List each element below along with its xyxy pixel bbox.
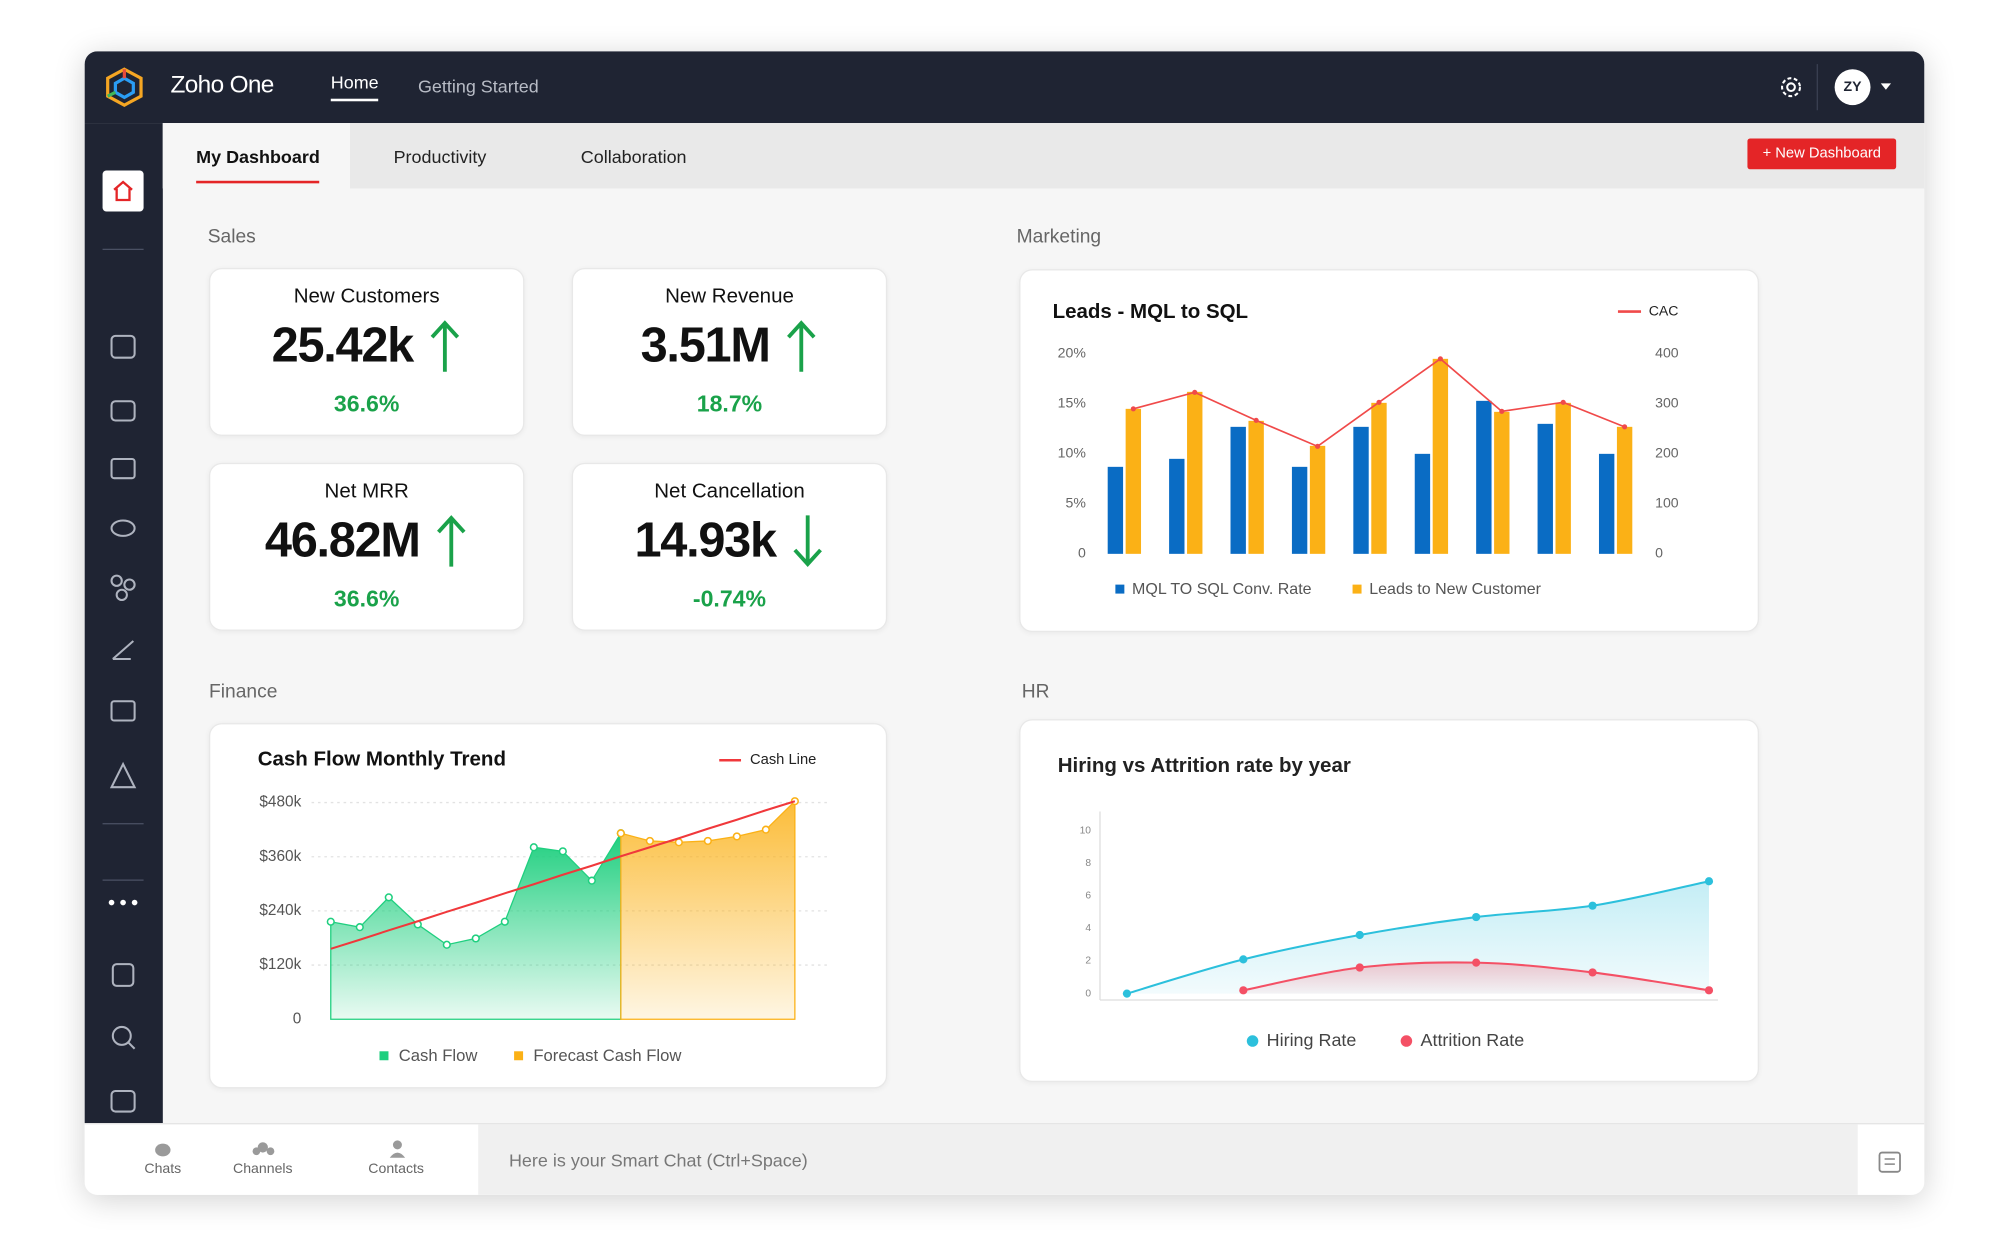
channels-tab[interactable]: Channels xyxy=(233,1161,293,1177)
kpi-change: 36.6% xyxy=(333,585,400,612)
kpi-change: 36.6% xyxy=(333,391,400,417)
chart-card xyxy=(208,723,888,1089)
kpi-value: 46.82M xyxy=(264,513,421,568)
chat-bar: Chats Channels Contacts Here is your Sma… xyxy=(84,1123,1925,1195)
tab-bar: My Dashboard Productivity Collaboration … xyxy=(162,123,1925,189)
chart-card xyxy=(1019,719,1759,1083)
home-active[interactable] xyxy=(102,170,144,212)
chat-placeholder: Here is your Smart Chat (Ctrl+Space) xyxy=(508,1149,808,1171)
kpi-title: New Revenue xyxy=(665,285,794,308)
separator xyxy=(102,248,144,250)
tab-productivity[interactable]: Productivity xyxy=(393,146,487,167)
up-arrow xyxy=(787,320,816,372)
settings-icon[interactable] xyxy=(1777,73,1805,101)
tab-collaboration[interactable]: Collaboration xyxy=(580,146,687,167)
contacts-tab[interactable]: Contacts xyxy=(368,1161,424,1177)
up-arrow xyxy=(430,320,460,372)
separator xyxy=(102,823,144,825)
kpi-title: New Customers xyxy=(293,285,440,308)
chats-tab[interactable]: Chats xyxy=(144,1161,182,1177)
kpi-title: Net Cancellation xyxy=(654,480,805,503)
kpi-card: New Customers 25.42k 36.6% xyxy=(208,267,525,436)
new-dashboard-button[interactable]: + New Dashboard xyxy=(1747,138,1897,170)
kpi-change: 18.7% xyxy=(696,391,763,417)
down-arrow xyxy=(793,515,823,567)
kpi-value: 3.51M xyxy=(640,318,771,373)
separator xyxy=(102,879,144,881)
top-bar: Zoho One Home Getting Started ZY xyxy=(84,51,1925,124)
chat-icons xyxy=(155,1140,406,1158)
notes-icon[interactable] xyxy=(1876,1147,1904,1175)
active-tab-bg xyxy=(162,123,350,189)
sidebar-icons xyxy=(108,334,138,1113)
avatar[interactable]: ZY xyxy=(1834,69,1871,106)
kpi-title: Net MRR xyxy=(324,480,409,503)
kpi-card: Net MRR 46.82M 36.6% xyxy=(208,462,525,631)
chat-input[interactable] xyxy=(478,1124,1858,1195)
section-label: Finance xyxy=(208,680,278,703)
kpi-value: 14.93k xyxy=(634,513,777,568)
nav-getting-started[interactable]: Getting Started xyxy=(417,75,539,97)
kpi-value: 25.42k xyxy=(271,318,415,373)
section-label: Sales xyxy=(207,225,256,248)
kpi-change: -0.74% xyxy=(692,585,767,612)
up-arrow xyxy=(437,515,467,567)
caret[interactable] xyxy=(1879,82,1892,92)
nav-home[interactable]: Home xyxy=(330,72,379,102)
divider xyxy=(1816,64,1818,111)
section-label: Marketing xyxy=(1016,225,1102,248)
tab-my-dashboard[interactable]: My Dashboard xyxy=(196,146,320,184)
section-label: HR xyxy=(1021,680,1050,703)
logo xyxy=(106,67,143,107)
sidebar xyxy=(84,123,163,1124)
kpi-card: Net Cancellation 14.93k -0.74% xyxy=(571,462,888,631)
kpi-card: New Revenue 3.51M 18.7% xyxy=(571,267,888,436)
chart-card xyxy=(1019,269,1759,633)
app-name: Zoho One xyxy=(170,71,275,99)
